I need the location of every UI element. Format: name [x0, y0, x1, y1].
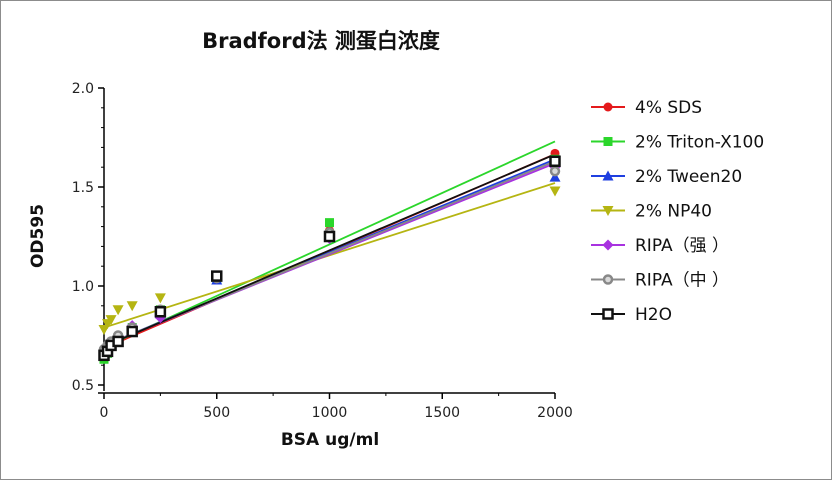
legend-label: 2% NP40: [635, 202, 712, 222]
legend-marker: [602, 170, 614, 181]
legend-marker: [602, 206, 614, 216]
fit-line: [103, 182, 556, 329]
y-tick-label: 1.5: [72, 180, 94, 196]
y-tick-label: 1.0: [72, 279, 94, 295]
legend-marker: [602, 274, 614, 285]
x-axis-title: BSA ug/ml: [281, 430, 379, 450]
x-tick-label: 0: [100, 405, 109, 421]
chart-title: Bradford法 测蛋白浓度: [202, 29, 440, 53]
data-point: [549, 165, 561, 177]
legend-label: 2% Triton-X100: [635, 133, 764, 153]
legend-label: 2% Tween20: [635, 167, 742, 187]
data-point: [126, 325, 138, 338]
data-point: [325, 218, 334, 228]
fit-line: [103, 153, 556, 348]
legend-label: H2O: [635, 305, 672, 325]
legend-label: RIPA（中 ）: [635, 271, 729, 291]
fit-lines: [103, 140, 556, 349]
y-tick-label: 0.5: [72, 378, 94, 394]
data-point: [154, 293, 166, 304]
legend-label: RIPA（强 ）: [635, 236, 729, 256]
data-point: [549, 186, 561, 197]
legend-marker: [603, 102, 613, 112]
fit-line: [103, 140, 556, 349]
legend-marker: [602, 308, 614, 320]
legend: 4% SDS 2% Triton-X100 2% Tween20 2% NP40 RIP…: [591, 98, 764, 325]
data-point: [112, 305, 124, 316]
x-tick-label: 2000: [537, 405, 573, 421]
x-tick-label: 1500: [424, 405, 460, 421]
legend-marker: [602, 239, 614, 251]
legend-label: 4% SDS: [635, 98, 702, 118]
x-tick-label: 500: [203, 405, 230, 421]
x-tick-label: 1000: [312, 405, 348, 421]
data-point: [105, 315, 117, 326]
data-points: [98, 148, 561, 364]
axes: 0.5 1.0 1.5 2.0 0 500 1000 1500 2000: [72, 81, 573, 421]
data-point: [154, 305, 167, 318]
data-point: [549, 171, 561, 182]
legend-marker: [603, 137, 613, 146]
data-point: [549, 155, 561, 168]
data-point: [323, 230, 336, 243]
data-point: [211, 270, 223, 282]
y-axis-title: OD595: [28, 204, 48, 268]
data-point: [112, 335, 124, 348]
data-point: [126, 301, 138, 312]
y-tick-label: 2.0: [72, 81, 94, 97]
